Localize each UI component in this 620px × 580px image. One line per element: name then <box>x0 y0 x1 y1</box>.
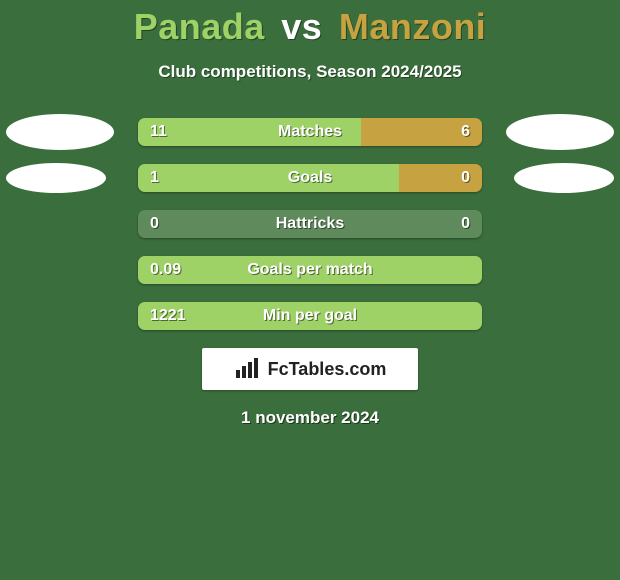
logo-inner: FcTables.com <box>234 358 387 380</box>
stat-row: Min per goal1221 <box>0 302 620 330</box>
bar-value-left: 11 <box>150 118 167 146</box>
stat-row: Hattricks0 0 <box>0 210 620 238</box>
title-player2: Manzoni <box>339 6 486 47</box>
bar-value-left: 0.09 <box>150 256 181 284</box>
stat-row: Goals10 <box>0 164 620 192</box>
player2-avatar <box>514 163 614 193</box>
page-title: Panada vs Manzoni <box>0 0 620 48</box>
player2-avatar <box>506 114 614 150</box>
comparison-card: Panada vs Manzoni Club competitions, Sea… <box>0 0 620 580</box>
bar-track: Min per goal1221 <box>138 302 482 330</box>
bar-track: Goals per match0.09 <box>138 256 482 284</box>
bar-value-left: 0 <box>150 210 159 238</box>
stat-row: Goals per match0.09 <box>0 256 620 284</box>
player1-avatar <box>6 163 106 193</box>
bar-fill-left <box>138 118 361 146</box>
bar-fill-left <box>138 256 482 284</box>
player1-avatar <box>6 114 114 150</box>
bar-value-left: 1221 <box>150 302 186 330</box>
bar-track: Hattricks0 0 <box>138 210 482 238</box>
stat-row: Matches116 <box>0 118 620 146</box>
bar-value-right: 6 <box>461 118 470 146</box>
title-player1: Panada <box>134 6 265 47</box>
title-vs: vs <box>281 6 322 47</box>
stat-rows: Matches116Goals10Hattricks00Goals per ma… <box>0 118 620 330</box>
bar-label: Hattricks <box>138 210 482 238</box>
bars-icon <box>234 358 262 380</box>
bar-fill-left <box>138 164 399 192</box>
source-logo: FcTables.com <box>202 348 418 390</box>
bar-value-left: 1 <box>150 164 159 192</box>
bar-value-right: 0 <box>461 210 470 238</box>
bar-value-right: 0 <box>461 164 470 192</box>
date-text: 1 november 2024 <box>0 408 620 428</box>
logo-text: FcTables.com <box>268 359 387 380</box>
subtitle: Club competitions, Season 2024/2025 <box>0 62 620 82</box>
bar-track: Goals10 <box>138 164 482 192</box>
bar-fill-left <box>138 302 482 330</box>
bar-track: Matches116 <box>138 118 482 146</box>
